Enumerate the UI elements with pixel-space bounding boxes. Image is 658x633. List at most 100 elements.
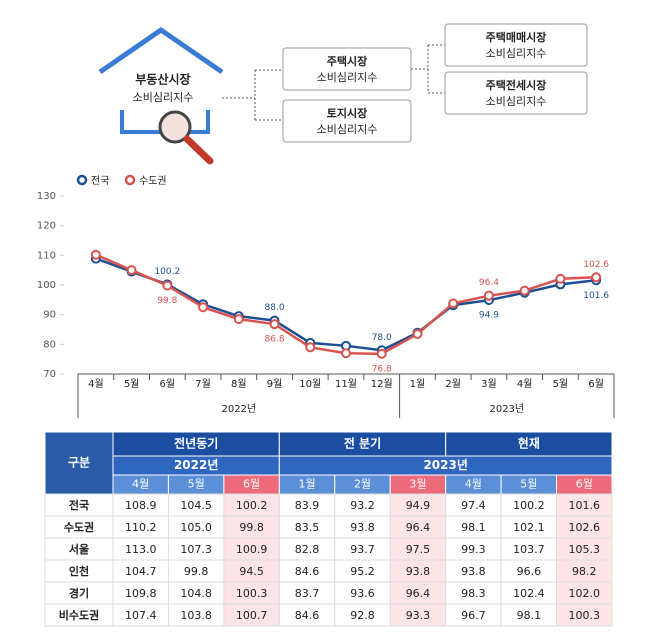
magnifier-handle — [183, 135, 214, 165]
node-subtitle: 소비심리지수 — [486, 47, 547, 60]
header-text: 2023년 — [423, 458, 467, 472]
node-box — [444, 71, 588, 115]
y-tick-label: 110 — [37, 250, 56, 261]
header-cell — [44, 431, 114, 495]
cell-text: 비수도권 — [59, 608, 99, 622]
cell-text: 100.3 — [569, 609, 601, 622]
cell-text: 전국 — [69, 498, 89, 512]
x-tick-label: 1월 — [410, 378, 426, 390]
cell-text: 102.0 — [569, 587, 601, 600]
house-roof — [98, 26, 224, 75]
y-tick-label: 130 — [37, 191, 56, 202]
cell-text: 98.1 — [517, 609, 542, 622]
point — [519, 285, 530, 296]
node-title: 토지시장 — [327, 106, 367, 120]
cell-text: 93.6 — [350, 587, 375, 600]
legend-label: 수도권 — [139, 175, 167, 187]
legend-marker — [76, 174, 88, 186]
node-title: 주택매매시장 — [486, 30, 547, 44]
x-tick-label: 2월 — [445, 378, 461, 390]
header-cell — [445, 431, 613, 457]
value-label: 101.6 — [583, 291, 609, 301]
cell-text: 서울 — [69, 542, 89, 556]
cell-text: 98.2 — [572, 565, 597, 578]
x-group-label: 2022년 — [221, 403, 256, 415]
cell-text: 93.2 — [350, 499, 375, 512]
y-tick-label: 100 — [37, 280, 56, 291]
header-text: 1월 — [298, 478, 315, 491]
x-tick-label: 9월 — [267, 378, 283, 390]
cell-text: 96.7 — [461, 609, 486, 622]
x-tick-label: 4월 — [88, 378, 104, 390]
cell-text: 84.6 — [295, 609, 320, 622]
node-subtitle: 소비심리지수 — [486, 95, 547, 108]
x-tick-label: 5월 — [553, 378, 569, 390]
header-text: 전 분기 — [344, 436, 381, 451]
cell-text: 84.6 — [295, 565, 320, 578]
node-title: 주택전세시장 — [486, 78, 547, 92]
x-tick-label: 6월 — [588, 378, 604, 390]
cell-text: 100.2 — [236, 499, 268, 512]
header-text: 현재 — [518, 436, 540, 451]
table-cell — [556, 603, 613, 627]
node-subtitle: 소비심리지수 — [317, 123, 378, 136]
cell-text: 100.9 — [236, 543, 268, 556]
x-tick-label: 11월 — [335, 378, 357, 390]
cell-text: 104.5 — [180, 499, 212, 512]
cell-text: 102.1 — [513, 521, 545, 534]
x-tick-label: 5월 — [124, 378, 140, 390]
y-tick-label: 90 — [43, 310, 56, 321]
point — [198, 302, 209, 313]
point — [448, 298, 459, 309]
header-text: 4월 — [465, 478, 482, 491]
magnifier — [158, 110, 192, 144]
connector — [222, 44, 445, 121]
cell-text: 94.5 — [239, 565, 264, 578]
cell-text: 93.7 — [350, 543, 375, 556]
point — [376, 348, 387, 359]
header-text: 2022년 — [174, 458, 218, 472]
x-tick-label: 12월 — [371, 378, 393, 390]
cell-text: 97.4 — [461, 499, 486, 512]
cell-text: 104.8 — [180, 587, 212, 600]
cell-text: 108.9 — [125, 499, 157, 512]
y-tick-label: 70 — [43, 369, 56, 380]
cell-text: 92.8 — [350, 609, 375, 622]
cell-text: 98.1 — [461, 521, 486, 534]
cell-text: 105.3 — [569, 543, 601, 556]
cell-text: 101.6 — [569, 499, 601, 512]
value-label: 99.8 — [157, 296, 177, 306]
x-tick-label: 7월 — [195, 378, 211, 390]
header-text: 3월 — [409, 478, 426, 491]
point — [126, 265, 137, 276]
header-text: 2월 — [354, 478, 371, 491]
value-label: 94.9 — [479, 311, 499, 321]
cell-text: 96.4 — [406, 587, 431, 600]
cell-text: 98.3 — [461, 587, 486, 600]
node-subtitle: 소비심리지수 — [133, 91, 194, 104]
header-text: 6월 — [576, 478, 593, 491]
x-tick-label: 6월 — [160, 378, 176, 390]
value-label: 76.8 — [372, 364, 392, 374]
value-label: 88.0 — [265, 303, 285, 313]
y-tick-label: 120 — [37, 221, 56, 232]
cell-text: 96.6 — [517, 565, 542, 578]
header-cell — [278, 431, 447, 457]
cell-text: 99.8 — [184, 565, 209, 578]
cell-text: 99.3 — [461, 543, 486, 556]
point — [412, 328, 423, 339]
node-box — [282, 47, 412, 91]
y-tick-label: 80 — [43, 339, 56, 350]
header-text: 5월 — [188, 478, 205, 491]
point — [591, 272, 602, 283]
point — [269, 319, 280, 330]
cell-text: 82.8 — [295, 543, 320, 556]
point — [555, 273, 566, 284]
cell-text: 105.0 — [180, 521, 212, 534]
legend-marker — [124, 174, 136, 186]
cell-text: 83.9 — [295, 499, 320, 512]
node-title: 부동산시장 — [135, 72, 190, 87]
cell-text: 수도권 — [64, 521, 94, 534]
point — [162, 280, 173, 291]
